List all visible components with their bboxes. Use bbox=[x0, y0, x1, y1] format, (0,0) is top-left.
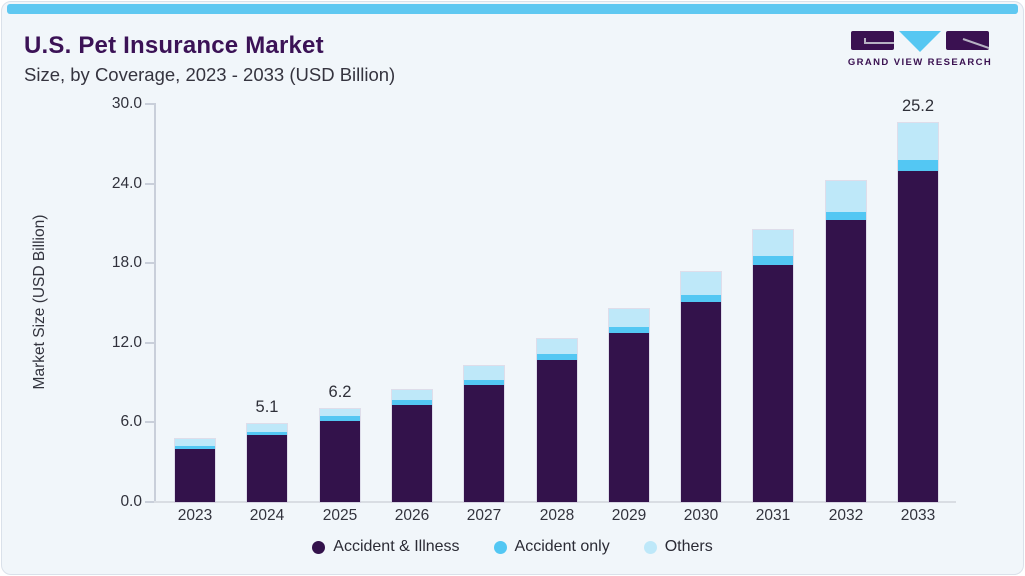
page-title: U.S. Pet Insurance Market bbox=[24, 32, 324, 59]
bar-value-label-2025: 6.2 bbox=[328, 383, 352, 401]
y-tick-label: 18.0 bbox=[111, 254, 142, 271]
bar-2029 bbox=[608, 308, 650, 503]
bar-segment-others bbox=[392, 390, 432, 400]
bar-value-label-2024: 5.1 bbox=[255, 398, 279, 416]
y-tick-label: 12.0 bbox=[111, 334, 142, 351]
bar-segment-accident-illness bbox=[464, 385, 504, 502]
legend-dot-icon bbox=[643, 540, 657, 554]
bar-segment-accident-only bbox=[681, 295, 721, 302]
bar-segment-others bbox=[247, 424, 287, 432]
y-axis-line bbox=[154, 103, 156, 503]
bar-segment-others bbox=[320, 409, 360, 417]
x-tick-label-2033: 2033 bbox=[900, 507, 936, 524]
logo-marks bbox=[845, 31, 995, 52]
logo-g-icon bbox=[851, 31, 894, 50]
bar-segment-accident-only bbox=[753, 255, 793, 266]
x-tick-label-2027: 2027 bbox=[466, 507, 502, 524]
logo-v-icon bbox=[899, 31, 941, 52]
bar-segment-accident-illness bbox=[681, 301, 721, 503]
bar-2032 bbox=[825, 180, 867, 503]
bar-2024 bbox=[246, 423, 288, 503]
bar-segment-accident-illness bbox=[392, 405, 432, 503]
y-tick-mark bbox=[145, 421, 154, 423]
x-tick-label-2030: 2030 bbox=[683, 507, 719, 524]
bar-segment-accident-only bbox=[537, 354, 577, 361]
y-tick-label: 0.0 bbox=[120, 493, 142, 510]
bar-segment-others bbox=[826, 181, 866, 213]
x-tick-label-2025: 2025 bbox=[322, 507, 358, 524]
header: U.S. Pet Insurance Market Size, by Cover… bbox=[24, 32, 395, 86]
bar-2028 bbox=[536, 338, 578, 503]
bar-segment-others bbox=[898, 123, 938, 161]
bar-segment-accident-only bbox=[898, 160, 938, 172]
bar-segment-others bbox=[175, 439, 215, 446]
bar-segment-others bbox=[681, 272, 721, 296]
legend-item-others: Others bbox=[643, 538, 713, 556]
bar-segment-accident-only bbox=[826, 212, 866, 221]
y-tick-label: 30.0 bbox=[111, 95, 142, 112]
bar-segment-accident-only bbox=[392, 400, 432, 406]
x-tick-label-2029: 2029 bbox=[611, 507, 647, 524]
bar-2031 bbox=[752, 229, 794, 503]
bar-segment-others bbox=[537, 339, 577, 355]
bar-segment-others bbox=[609, 309, 649, 327]
bar-segment-accident-only bbox=[609, 326, 649, 333]
bar-segment-accident-illness bbox=[537, 360, 577, 503]
y-axis-title: Market Size (USD Billion) bbox=[31, 214, 48, 390]
y-tick-mark bbox=[145, 342, 154, 344]
bar-2027 bbox=[463, 365, 505, 503]
legend-label: Others bbox=[664, 538, 713, 555]
y-tick-mark bbox=[145, 501, 154, 503]
x-tick-label-2028: 2028 bbox=[539, 507, 575, 524]
bar-value-label-2033: 25.2 bbox=[901, 97, 935, 115]
y-tick-label: 24.0 bbox=[111, 175, 142, 192]
x-tick-label-2023: 2023 bbox=[177, 507, 213, 524]
logo-r-icon bbox=[946, 31, 990, 50]
bar-segment-accident-illness bbox=[320, 420, 360, 502]
y-tick-mark bbox=[145, 183, 154, 185]
bar-2030 bbox=[680, 271, 722, 503]
legend-item-accident-illness: Accident & Illness bbox=[312, 538, 460, 556]
y-tick-label: 6.0 bbox=[120, 413, 142, 430]
bar-segment-accident-only bbox=[320, 416, 360, 421]
x-tick-label-2024: 2024 bbox=[249, 507, 285, 524]
x-tick-label-2026: 2026 bbox=[394, 507, 430, 524]
x-tick-label-2032: 2032 bbox=[828, 507, 864, 524]
bar-segment-accident-only bbox=[175, 445, 215, 449]
x-tick-label-2031: 2031 bbox=[755, 507, 791, 524]
bar-segment-accident-illness bbox=[826, 220, 866, 503]
bar-segment-others bbox=[464, 366, 504, 380]
bar-segment-accident-illness bbox=[898, 171, 938, 502]
bar-2023 bbox=[174, 438, 216, 503]
legend-dot-icon bbox=[312, 540, 326, 554]
bar-2025 bbox=[319, 408, 361, 503]
bar-segment-accident-only bbox=[464, 379, 504, 386]
bar-2026 bbox=[391, 389, 433, 503]
bar-segment-accident-illness bbox=[753, 265, 793, 502]
legend-label: Accident & Illness bbox=[333, 538, 460, 555]
bar-segment-others bbox=[753, 230, 793, 256]
bar-segment-accident-illness bbox=[247, 435, 287, 502]
bar-segment-accident-illness bbox=[609, 332, 649, 503]
bar-segment-accident-illness bbox=[175, 448, 215, 502]
top-accent-bar bbox=[7, 4, 1018, 14]
legend-dot-icon bbox=[493, 540, 507, 554]
grand-view-research-logo: GRAND VIEW RESEARCH bbox=[845, 31, 995, 68]
legend: Accident & Illness Accident only Others bbox=[2, 538, 1023, 556]
legend-item-accident-only: Accident only bbox=[493, 538, 610, 556]
y-tick-mark bbox=[145, 103, 154, 105]
bar-2033 bbox=[897, 122, 939, 503]
logo-text: GRAND VIEW RESEARCH bbox=[847, 57, 993, 68]
y-tick-mark bbox=[145, 262, 154, 264]
legend-label: Accident only bbox=[514, 538, 610, 555]
page-subtitle: Size, by Coverage, 2023 - 2033 (USD Bill… bbox=[24, 64, 396, 85]
bar-segment-accident-only bbox=[247, 432, 287, 436]
